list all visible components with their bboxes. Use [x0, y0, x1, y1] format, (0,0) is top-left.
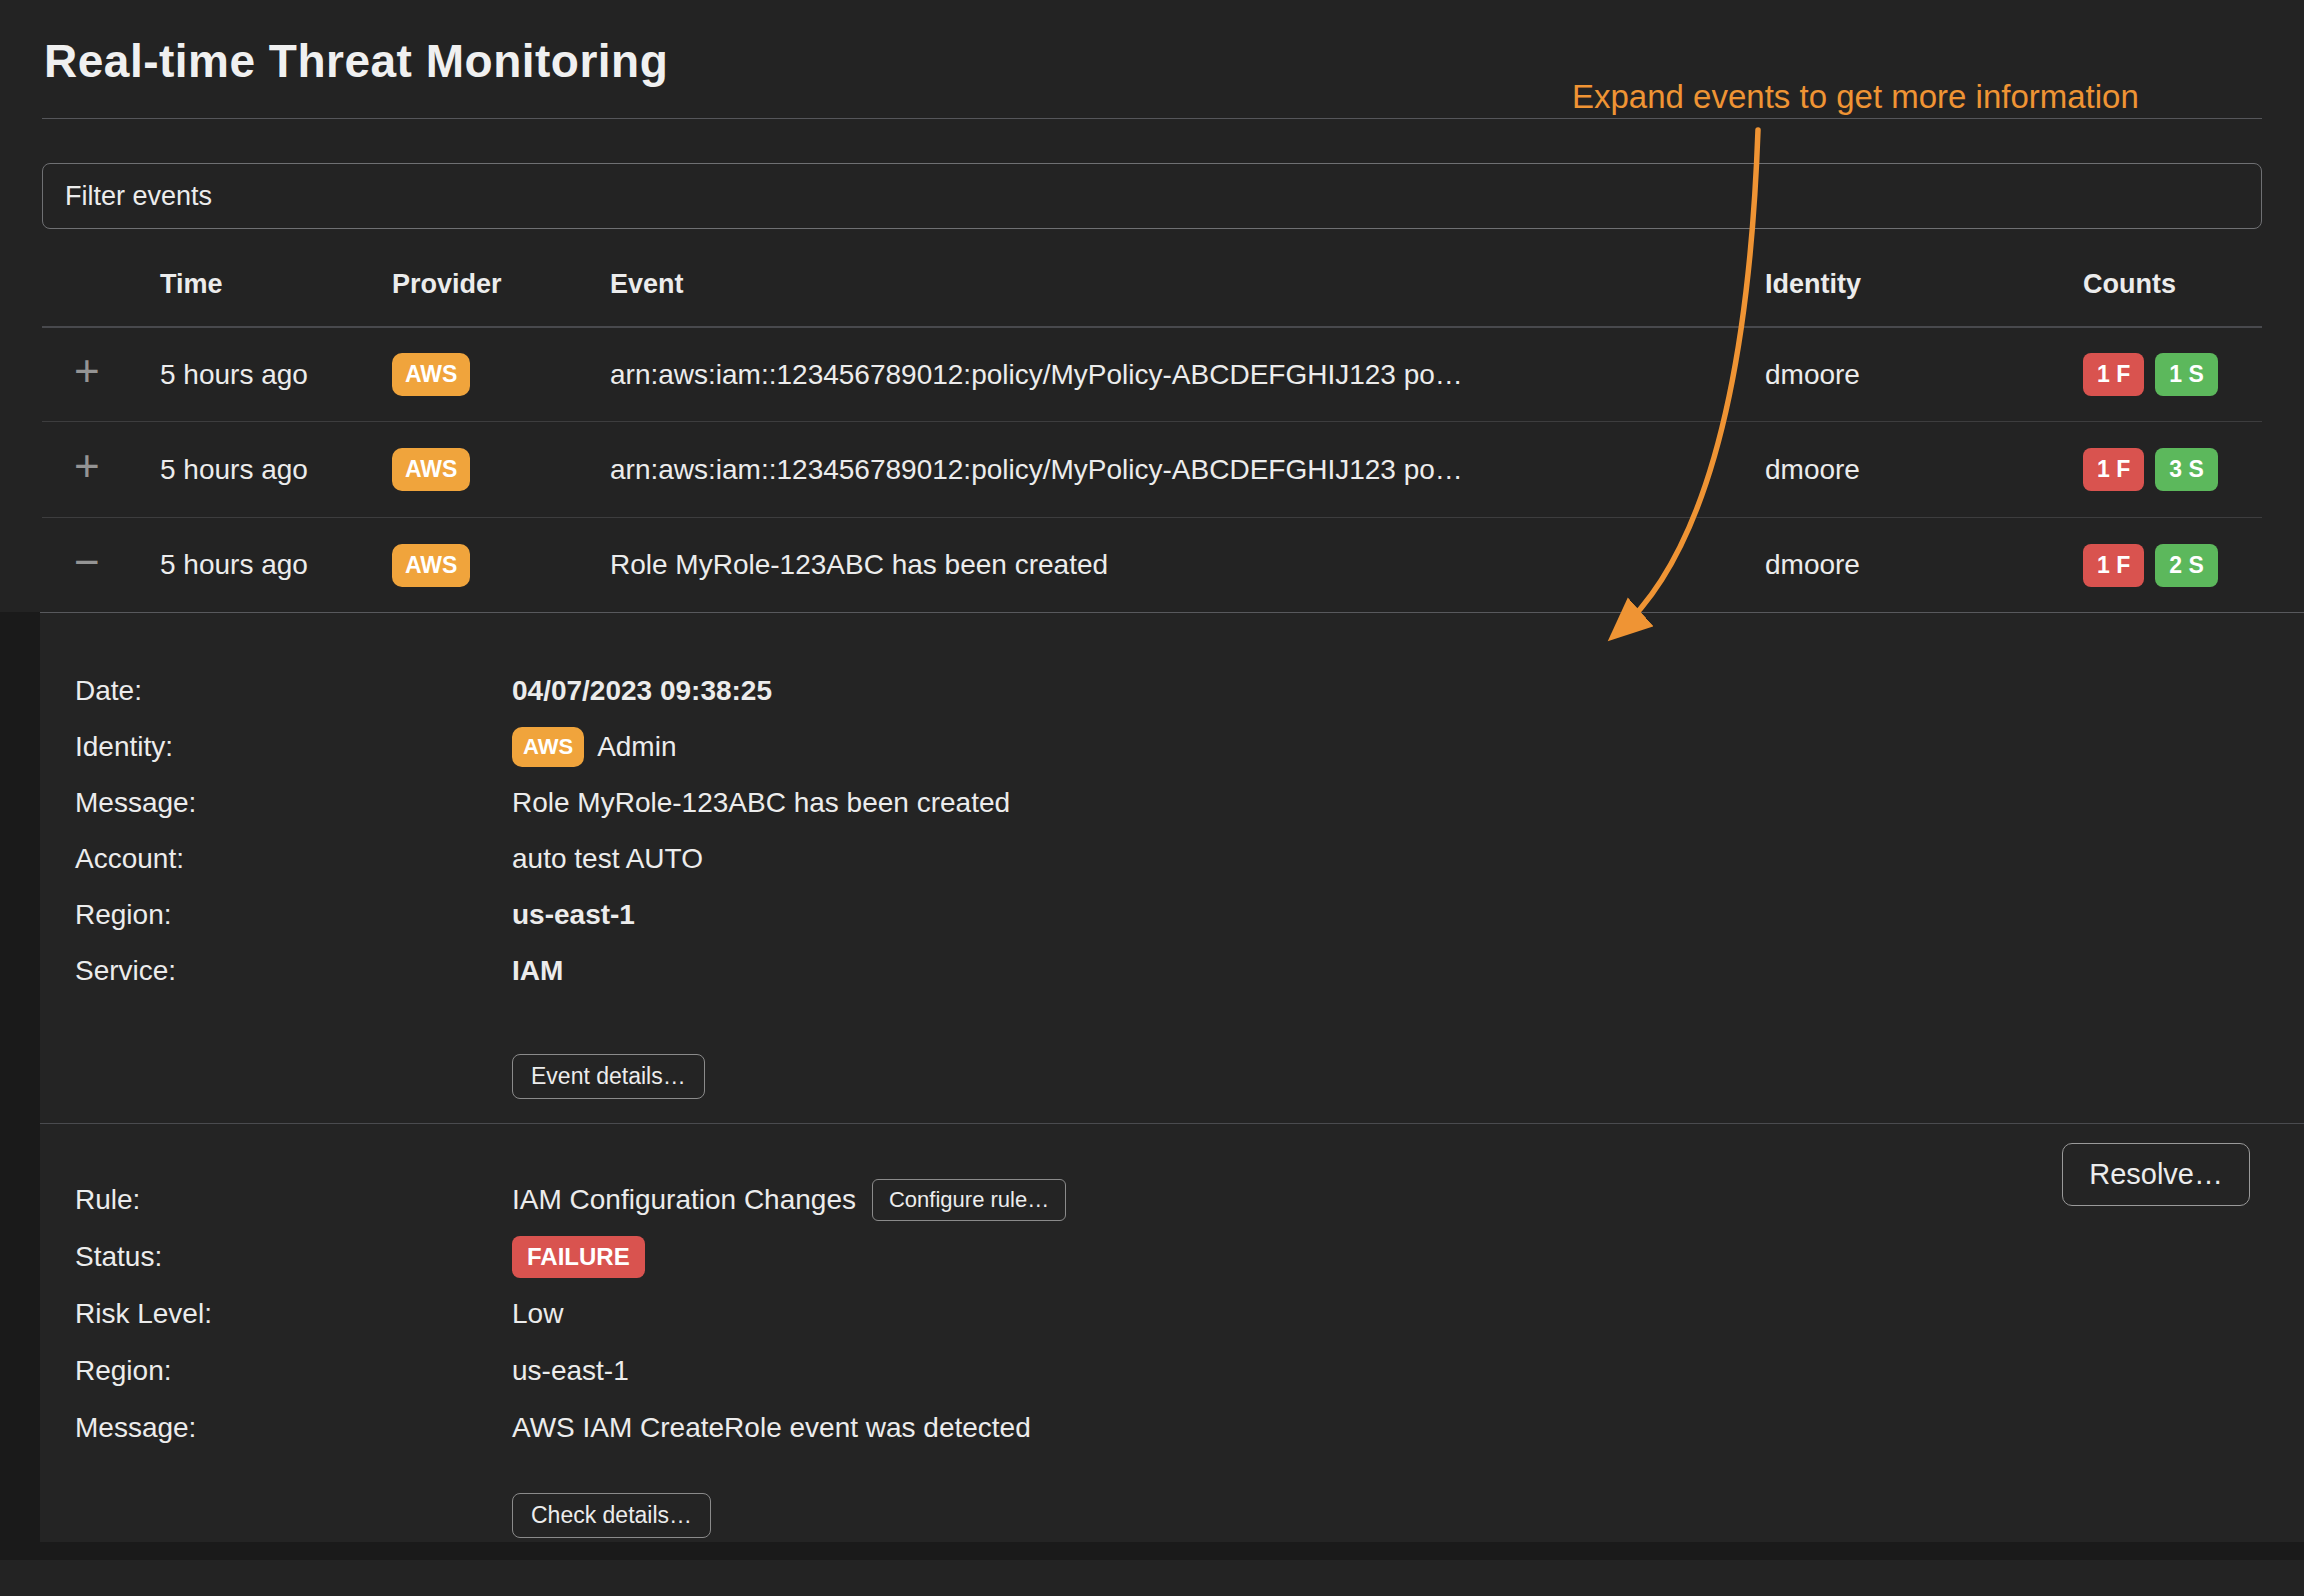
column-header-identity: Identity: [1765, 269, 2083, 300]
aws-provider-badge: AWS: [392, 544, 470, 587]
rule-field-region: Region: us-east-1: [75, 1342, 2304, 1399]
column-header-event: Event: [610, 269, 1765, 300]
field-value: us-east-1: [512, 899, 635, 931]
detail-field-region: Region: us-east-1: [75, 887, 2304, 943]
column-header-counts: Counts: [2083, 269, 2262, 300]
event-time: 5 hours ago: [160, 549, 392, 581]
title-divider: [42, 118, 2262, 119]
field-label: Risk Level:: [75, 1298, 512, 1330]
field-value: Low: [512, 1298, 563, 1330]
detail-field-message: Message: Role MyRole-123ABC has been cre…: [75, 775, 2304, 831]
rule-section: Rule: IAM Configuration Changes Configur…: [75, 1124, 2304, 1456]
annotation-text: Expand events to get more information: [1572, 78, 2139, 116]
page-title: Real-time Threat Monitoring: [42, 0, 2262, 88]
event-text: arn:aws:iam::123456789012:policy/MyPolic…: [610, 359, 1765, 391]
filter-events-input[interactable]: [42, 163, 2262, 229]
field-value: auto test AUTO: [512, 843, 703, 875]
table-header: Time Provider Event Identity Counts: [42, 229, 2262, 326]
detail-field-date: Date: 04/07/2023 09:38:25: [75, 663, 2304, 719]
detail-field-identity: Identity: AWS Admin: [75, 719, 2304, 775]
field-label: Message:: [75, 1412, 512, 1444]
event-identity: dmoore: [1765, 359, 2083, 391]
aws-provider-badge: AWS: [392, 353, 470, 396]
success-count-badge: 1 S: [2155, 353, 2218, 396]
rule-field-rule: Rule: IAM Configuration Changes Configur…: [75, 1171, 2304, 1228]
expanded-event-area: Date: 04/07/2023 09:38:25 Identity: AWS …: [0, 612, 2304, 1560]
column-header-time: Time: [160, 269, 392, 300]
resolve-button[interactable]: Resolve…: [2062, 1143, 2250, 1206]
field-value: Admin: [597, 731, 676, 763]
success-count-badge: 3 S: [2155, 448, 2218, 491]
detail-field-account: Account: auto test AUTO: [75, 831, 2304, 887]
expanded-event-panel: Date: 04/07/2023 09:38:25 Identity: AWS …: [40, 612, 2304, 1542]
field-value: 04/07/2023 09:38:25: [512, 675, 772, 707]
column-header-provider: Provider: [392, 269, 610, 300]
detail-field-service: Service: IAM: [75, 943, 2304, 999]
expand-row-button[interactable]: +: [74, 451, 100, 481]
check-details-button[interactable]: Check details…: [512, 1493, 711, 1538]
field-value: AWS IAM CreateRole event was detected: [512, 1412, 1031, 1444]
field-label: Status:: [75, 1241, 512, 1273]
event-identity: dmoore: [1765, 454, 2083, 486]
field-label: Region:: [75, 1355, 512, 1387]
aws-provider-badge: AWS: [392, 448, 470, 491]
rule-field-risk-level: Risk Level: Low: [75, 1285, 2304, 1342]
field-value: IAM: [512, 955, 563, 987]
expand-row-button[interactable]: +: [74, 356, 100, 386]
event-text: Role MyRole-123ABC has been created: [610, 549, 1765, 581]
field-label: Account:: [75, 843, 512, 875]
status-badge: FAILURE: [512, 1236, 645, 1278]
table-row: + 5 hours ago AWS arn:aws:iam::123456789…: [42, 326, 2262, 422]
event-identity: dmoore: [1765, 549, 2083, 581]
field-label: Region:: [75, 899, 512, 931]
panel-bottom-edge: [0, 1542, 2304, 1560]
event-details-button[interactable]: Event details…: [512, 1054, 705, 1099]
field-label: Service:: [75, 955, 512, 987]
field-label: Identity:: [75, 731, 512, 763]
configure-rule-button[interactable]: Configure rule…: [872, 1179, 1066, 1221]
field-label: Date:: [75, 675, 512, 707]
rule-field-message: Message: AWS IAM CreateRole event was de…: [75, 1399, 2304, 1456]
success-count-badge: 2 S: [2155, 544, 2218, 587]
field-value: IAM Configuration Changes: [512, 1184, 856, 1216]
field-value: Role MyRole-123ABC has been created: [512, 787, 1010, 819]
table-row-expanded: − 5 hours ago AWS Role MyRole-123ABC has…: [42, 518, 2262, 612]
field-label: Message:: [75, 787, 512, 819]
failure-count-badge: 1 F: [2083, 544, 2144, 587]
field-label: Rule:: [75, 1184, 512, 1216]
aws-provider-badge: AWS: [512, 727, 584, 767]
event-text: arn:aws:iam::123456789012:policy/MyPolic…: [610, 454, 1765, 486]
table-row: + 5 hours ago AWS arn:aws:iam::123456789…: [42, 422, 2262, 518]
event-time: 5 hours ago: [160, 454, 392, 486]
rule-field-status: Status: FAILURE: [75, 1228, 2304, 1285]
event-time: 5 hours ago: [160, 359, 392, 391]
failure-count-badge: 1 F: [2083, 353, 2144, 396]
failure-count-badge: 1 F: [2083, 448, 2144, 491]
collapse-row-button[interactable]: −: [74, 547, 100, 577]
field-value: us-east-1: [512, 1355, 629, 1387]
